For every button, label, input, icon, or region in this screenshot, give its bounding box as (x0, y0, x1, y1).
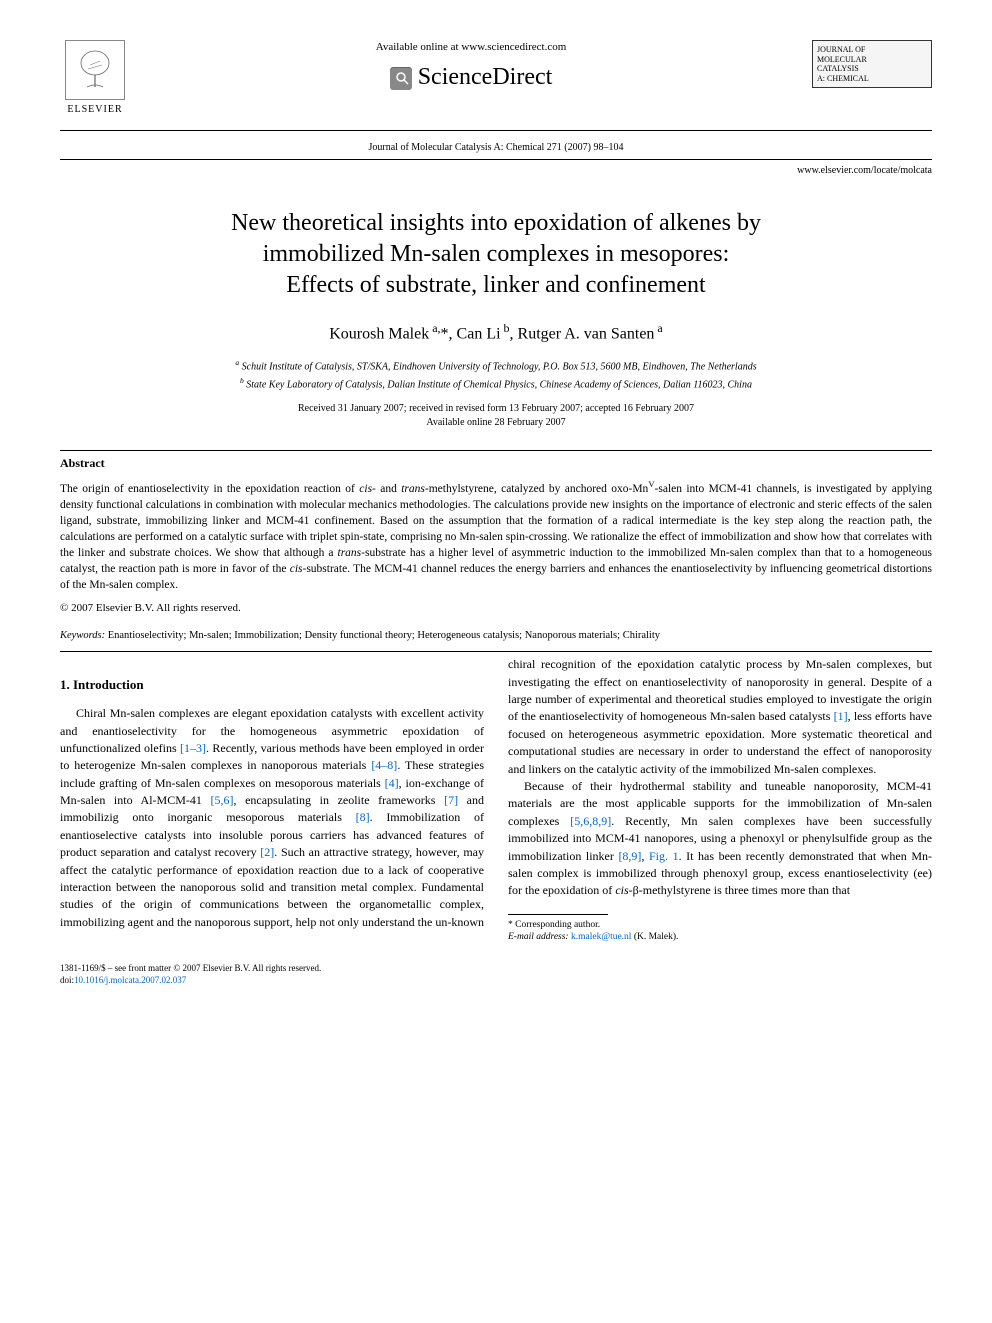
doi-prefix: doi: (60, 975, 74, 985)
journal-logo-line: CATALYSIS (817, 64, 927, 74)
available-online-text: Available online at www.sciencedirect.co… (130, 40, 812, 55)
doi-link[interactable]: 10.1016/j.molcata.2007.02.037 (74, 975, 186, 985)
abstract-copyright: © 2007 Elsevier B.V. All rights reserved… (60, 601, 932, 616)
journal-reference: Journal of Molecular Catalysis A: Chemic… (60, 141, 932, 155)
ref-link[interactable]: [5,6] (210, 793, 233, 807)
affil-sup: a (654, 321, 662, 335)
email-who: (K. Malek). (634, 932, 679, 942)
keywords-label: Keywords: (60, 630, 105, 641)
affiliation-a: Schuit Institute of Catalysis, ST/SKA, E… (242, 362, 757, 373)
footnote-separator (508, 914, 608, 915)
ref-link[interactable]: [4–8] (371, 758, 397, 772)
elsevier-tree-icon (65, 40, 125, 100)
dates-line: Available online 28 February 2007 (426, 417, 565, 428)
journal-logo-line: MOLECULAR (817, 55, 927, 65)
footer: 1381-1169/$ – see front matter © 2007 El… (60, 963, 932, 986)
center-header: Available online at www.sciencedirect.co… (130, 40, 812, 95)
abstract-top-rule (60, 450, 932, 451)
ref-link[interactable]: [4] (385, 776, 399, 790)
header-rule (60, 130, 932, 131)
journal-logo: JOURNAL OF MOLECULAR CATALYSIS A: CHEMIC… (812, 40, 932, 88)
section-1-para-2: Because of their hydrothermal stability … (508, 778, 932, 900)
corresponding-author-footnote: * Corresponding author. E-mail address: … (508, 919, 932, 944)
ref-link[interactable]: [5,6,8,9] (570, 814, 611, 828)
email-label: E-mail address: (508, 932, 569, 942)
journal-logo-box: JOURNAL OF MOLECULAR CATALYSIS A: CHEMIC… (812, 40, 932, 88)
section-1-heading: 1. Introduction (60, 676, 484, 695)
abstract-heading: Abstract (60, 455, 932, 472)
fig-link[interactable]: Fig. 1 (649, 849, 679, 863)
sciencedirect-text: ScienceDirect (418, 61, 553, 95)
footer-line-2: doi:10.1016/j.molcata.2007.02.037 (60, 975, 932, 987)
affil-sup: b (501, 321, 510, 335)
email-link[interactable]: k.malek@tue.nl (571, 932, 631, 942)
header-row: ELSEVIER Available online at www.science… (60, 40, 932, 120)
ref-link[interactable]: [1] (834, 709, 848, 723)
body-two-column: 1. Introduction Chiral Mn-salen complexe… (60, 656, 932, 943)
ref-link[interactable]: [2] (260, 845, 274, 859)
ref-link[interactable]: [8] (356, 810, 370, 824)
abstract-text: The origin of enantioselectivity in the … (60, 478, 932, 593)
footnote-email: E-mail address: k.malek@tue.nl (K. Malek… (508, 931, 932, 943)
ref-link[interactable]: [1–3] (180, 741, 206, 755)
title-line: immobilized Mn-salen complexes in mesopo… (263, 241, 730, 267)
elsevier-logo: ELSEVIER (60, 40, 130, 120)
article-title: New theoretical insights into epoxidatio… (100, 208, 892, 302)
journal-logo-line: A: CHEMICAL (817, 74, 927, 84)
affil-sup: a, (429, 321, 440, 335)
header-rule-2 (60, 159, 932, 160)
sciencedirect-icon (390, 67, 412, 89)
footnote-star: * Corresponding author. (508, 919, 932, 931)
journal-url: www.elsevier.com/locate/molcata (60, 164, 932, 178)
sciencedirect-brand: ScienceDirect (130, 61, 812, 95)
footer-line-1: 1381-1169/$ – see front matter © 2007 El… (60, 963, 932, 975)
abstract-bottom-rule (60, 651, 932, 652)
affiliation-b: State Key Laboratory of Catalysis, Dalia… (246, 379, 752, 390)
ref-link[interactable]: [7] (444, 793, 458, 807)
title-line: Effects of substrate, linker and confine… (286, 272, 705, 298)
journal-logo-line: JOURNAL OF (817, 45, 927, 55)
title-line: New theoretical insights into epoxidatio… (231, 210, 761, 236)
authors: Kourosh Malek a,*, Can Li b, Rutger A. v… (60, 320, 932, 346)
keywords-text: Enantioselectivity; Mn-salen; Immobiliza… (108, 630, 660, 641)
keywords: Keywords: Enantioselectivity; Mn-salen; … (60, 629, 932, 644)
article-dates: Received 31 January 2007; received in re… (60, 402, 932, 430)
dates-line: Received 31 January 2007; received in re… (298, 403, 694, 414)
ref-link[interactable]: [8,9] (618, 849, 641, 863)
elsevier-label: ELSEVIER (67, 103, 122, 117)
affiliations: a Schuit Institute of Catalysis, ST/SKA,… (60, 357, 932, 392)
